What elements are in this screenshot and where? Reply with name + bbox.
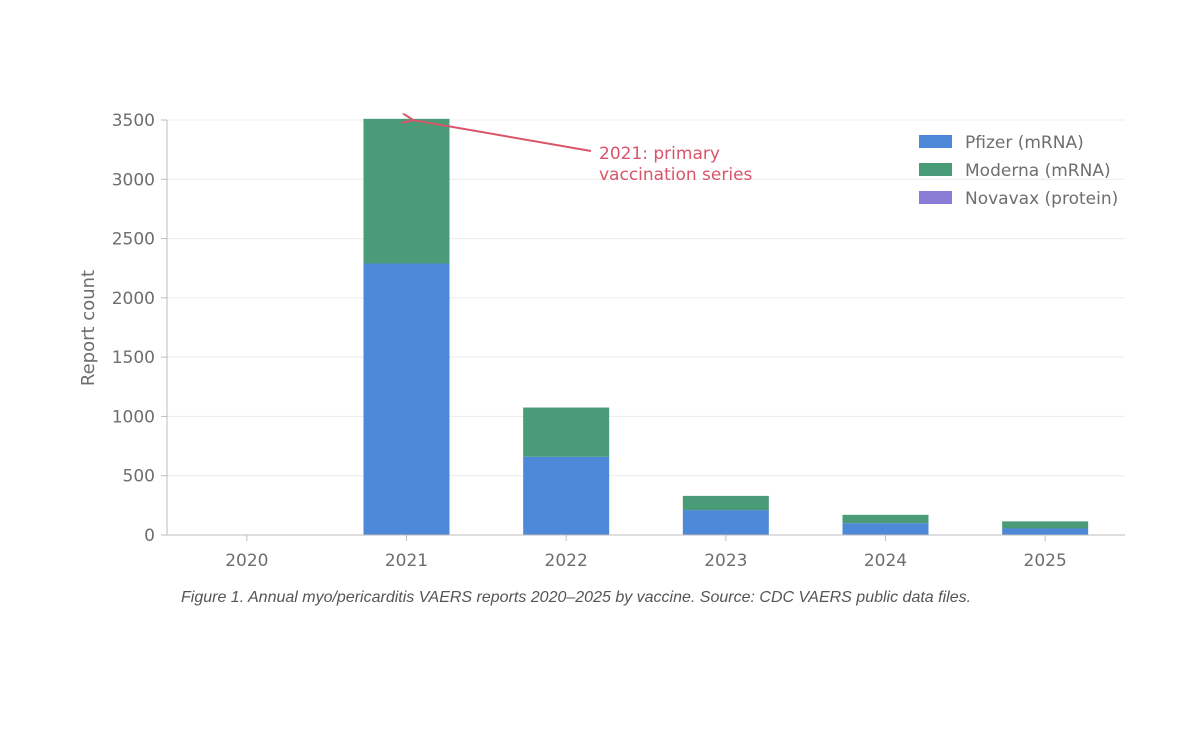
x-tick-label: 2022	[545, 551, 588, 571]
x-tick-labels: 2020 2021 2022 2023 2024 2025	[225, 551, 1067, 571]
x-tick-label: 2023	[704, 551, 747, 571]
y-tick-label: 1000	[112, 407, 155, 427]
bar-2024-series-0	[842, 523, 929, 535]
legend-label: Moderna (mRNA)	[965, 161, 1111, 181]
y-tick-label: 3000	[112, 170, 155, 190]
annotation-text-line: 2021: primary	[599, 144, 720, 164]
bar-2023-series-0	[682, 510, 769, 535]
y-tick-label: 3500	[112, 111, 155, 131]
y-axis-label: Report count	[78, 270, 99, 386]
y-tick-labels: 0 500 1000 1500 2000 2500 3000 3500	[112, 111, 155, 546]
bars	[363, 118, 1089, 535]
gridlines	[167, 119, 1125, 536]
bar-2021-series-0	[363, 263, 450, 535]
x-tick-label: 2025	[1024, 551, 1067, 571]
bar-2024-series-1	[842, 514, 929, 524]
bar-2022-series-1	[523, 407, 610, 457]
annotation-arrow	[412, 120, 592, 152]
axes	[161, 119, 1125, 541]
legend-swatch	[919, 135, 952, 148]
y-tick-label: 1500	[112, 348, 155, 368]
legend-swatch	[919, 191, 952, 204]
y-tick-label: 0	[144, 526, 155, 546]
bar-2025-series-0	[1002, 528, 1089, 535]
bar-2025-series-1	[1002, 521, 1089, 529]
legend: Pfizer (mRNA) Moderna (mRNA) Novavax (prot…	[919, 133, 1118, 209]
bar-2022-series-0	[523, 456, 610, 535]
legend-label: Novavax (protein)	[965, 189, 1118, 209]
x-tick-label: 2020	[225, 551, 268, 571]
x-tick-label: 2021	[385, 551, 428, 571]
y-tick-label: 2000	[112, 289, 155, 309]
x-tick-label: 2024	[864, 551, 907, 571]
bar-2021-series-1	[363, 118, 450, 264]
y-tick-label: 500	[123, 467, 155, 487]
legend-swatch	[919, 163, 952, 176]
figure-caption: Figure 1. Annual myo/pericarditis VAERS …	[181, 589, 972, 606]
annotation-text-line: vaccination series	[599, 165, 753, 185]
bar-2023-series-1	[682, 495, 769, 511]
legend-label: Pfizer (mRNA)	[965, 133, 1084, 153]
y-tick-label: 2500	[112, 230, 155, 250]
